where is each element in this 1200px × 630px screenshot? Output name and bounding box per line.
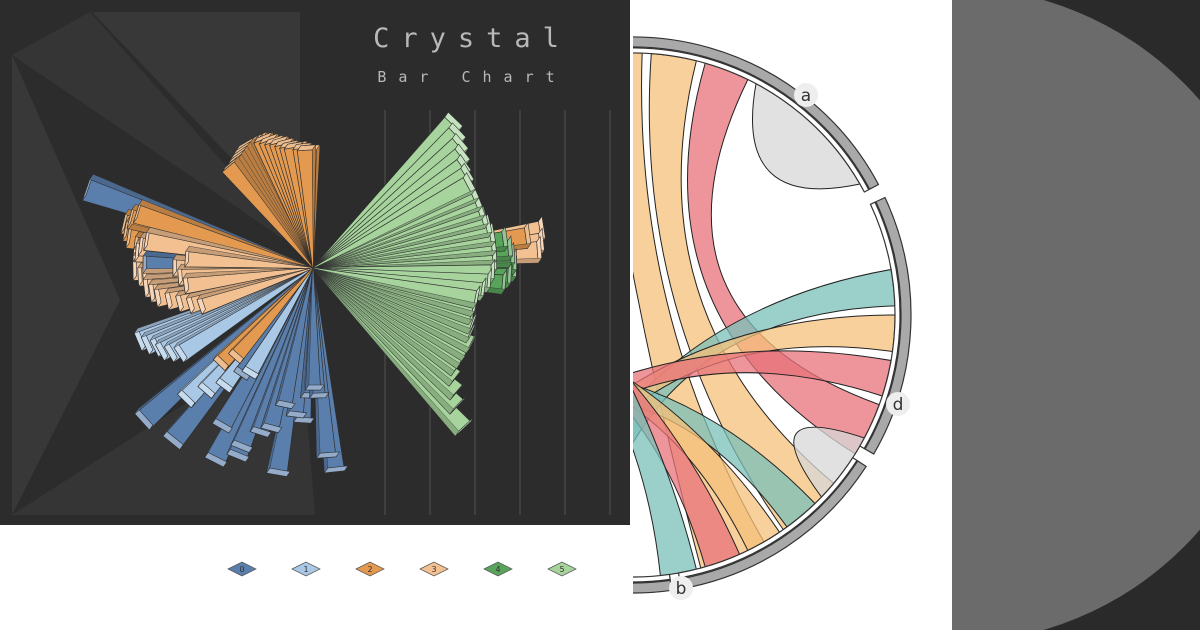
crystal-bar	[296, 144, 317, 269]
legend-label: 2	[367, 565, 372, 574]
crystal-bar	[132, 199, 314, 269]
chord-label-d: d	[886, 392, 910, 416]
legend-item: 4	[483, 561, 513, 577]
crystal-bars	[81, 111, 546, 478]
crystal-bar	[304, 267, 325, 391]
crystal-bar	[260, 267, 314, 434]
chart-title: Crystal	[373, 23, 571, 54]
legend-item: 1	[291, 561, 321, 577]
legend-item: 2	[355, 561, 385, 577]
crystal-bar	[312, 172, 476, 269]
legend-item: 0	[227, 561, 257, 577]
chord-diagram: a d b	[633, 36, 912, 600]
chord-inner-arc	[633, 47, 870, 193]
crystal-bar	[312, 267, 479, 354]
crystal-bar	[312, 267, 481, 309]
disc-shape	[952, 0, 1200, 630]
chord-ribbon	[633, 389, 697, 577]
legend-item: 5	[547, 561, 577, 577]
chart-subtitle: Bar Chart	[377, 68, 566, 86]
crystal-bar	[312, 267, 477, 344]
legend-label: 0	[239, 565, 244, 574]
legend-label: 3	[431, 565, 436, 574]
chord-label-a: a	[794, 83, 818, 107]
chord-label-b: b	[669, 576, 693, 600]
chord-group-arc	[633, 579, 673, 594]
chord-inner-arc	[859, 201, 901, 450]
chord-inner-arc	[633, 573, 671, 583]
chord-ribbon	[633, 268, 896, 444]
chord-inner-arc	[677, 456, 858, 579]
legend-label: 5	[559, 565, 564, 574]
chord-label-b-text: b	[676, 579, 687, 599]
grey-disc	[952, 0, 1200, 630]
crystal-bar-chart: Crystal Bar Chart 0 1 2 3 4 5	[12, 12, 611, 577]
grey-disc-panel	[952, 0, 1200, 630]
chord-group-arc	[633, 36, 880, 190]
chord-group-arc	[864, 196, 912, 455]
crystal-bar-chart-panel: Crystal Bar Chart 0 1 2 3 4 5	[0, 0, 630, 577]
legend-item: 3	[419, 561, 449, 577]
chord-ribbon	[633, 381, 781, 552]
crystal-bar	[249, 267, 314, 438]
chord-label-d-text: d	[893, 395, 904, 415]
legend-label: 1	[303, 565, 308, 574]
chord-ribbon	[633, 350, 892, 397]
legend-label: 4	[495, 565, 500, 574]
chord-ribbon	[633, 314, 896, 409]
chord-ribbon	[633, 382, 741, 568]
chord-label-a-text: a	[801, 86, 811, 106]
chord-ribbons	[633, 52, 896, 577]
chord-diagram-panel: a d b	[633, 0, 951, 630]
chart-legend: 0 1 2 3 4 5	[227, 561, 577, 577]
chord-arcs	[633, 36, 912, 594]
